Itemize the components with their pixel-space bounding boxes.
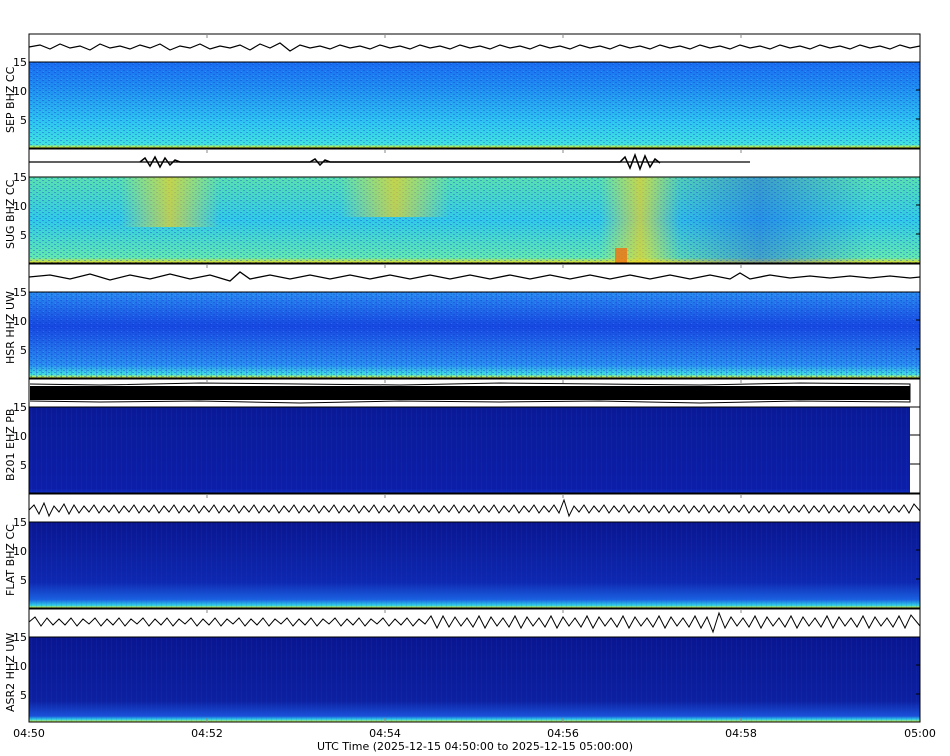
svg-text:10: 10: [13, 660, 27, 673]
panel-b201: [28, 378, 921, 494]
svg-text:10: 10: [13, 200, 27, 213]
svg-text:15: 15: [13, 401, 27, 414]
x-tick-0450: 04:50: [13, 727, 45, 740]
panel-flat: [28, 493, 921, 609]
y-tick-labels: 15 10 5 15 10 5 15 10 5 15 10 5 15 10 5 15 10 5: [13, 56, 27, 702]
panel-label-sep: SEP BHZ CC: [4, 66, 17, 133]
x-axis-label: UTC Time (2025-12-15 04:50:00 to 2025-12…: [317, 740, 633, 753]
x-tick-marks: [206, 34, 742, 722]
waveform-asr2: [28, 611, 921, 634]
svg-text:15: 15: [13, 631, 27, 644]
waveform-sug: [139, 152, 661, 172]
svg-text:15: 15: [13, 286, 27, 299]
svg-text:5: 5: [20, 229, 27, 242]
panel-asr2: [28, 608, 921, 723]
waveform-b201: [29, 382, 911, 404]
x-tick-0452: 04:52: [191, 727, 223, 740]
panel-hsr: [28, 263, 921, 379]
svg-text:15: 15: [13, 56, 27, 69]
waveform-hsr: [28, 271, 921, 282]
panel-label-asr2: ASR2 HHZ UW: [4, 632, 17, 712]
x-tick-0500: 05:00: [904, 727, 936, 740]
svg-text:5: 5: [20, 344, 27, 357]
panel-label-b201: B201 EHZ PB: [4, 408, 17, 481]
svg-text:15: 15: [13, 171, 27, 184]
panel-label-flat: FLAT BHZ CC: [4, 524, 17, 596]
svg-text:10: 10: [13, 545, 27, 558]
svg-text:15: 15: [13, 516, 27, 529]
panel-label-hsr: HSR HHZ UW: [4, 291, 17, 364]
svg-text:10: 10: [13, 315, 27, 328]
x-tick-0456: 04:56: [547, 727, 579, 740]
x-tick-0458: 04:58: [725, 727, 757, 740]
svg-text:10: 10: [13, 85, 27, 98]
panel-label-sug: SUG BHZ CC: [4, 179, 17, 249]
svg-text:10: 10: [13, 430, 27, 443]
y-tick-marks: [910, 89, 920, 695]
x-tick-0454: 04:54: [369, 727, 401, 740]
waveform-flat: [28, 498, 921, 518]
svg-text:5: 5: [20, 114, 27, 127]
panel-sug: [28, 148, 921, 264]
svg-text:5: 5: [20, 574, 27, 587]
svg-text:5: 5: [20, 689, 27, 702]
panel-sep: [28, 33, 921, 149]
waveform-sep: [28, 42, 921, 52]
svg-text:5: 5: [20, 459, 27, 472]
